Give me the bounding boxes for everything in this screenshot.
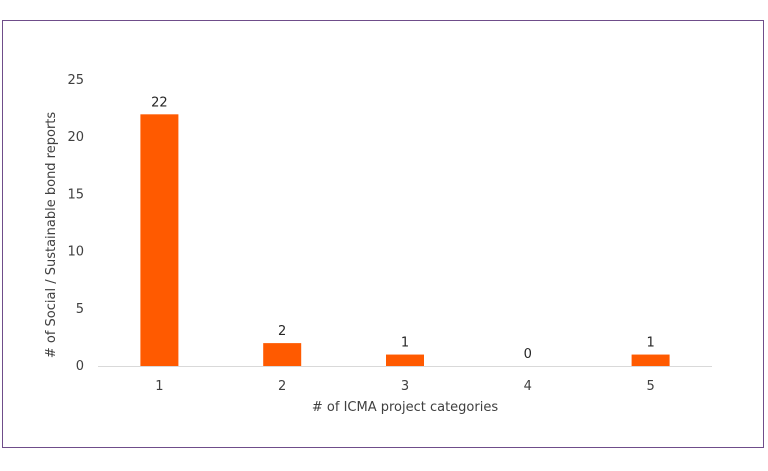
x-tick-label: 3 <box>401 379 409 394</box>
x-axis-title: # of ICMA project categories <box>312 400 498 415</box>
data-label: 22 <box>151 95 168 110</box>
y-axis-ticks: 0 5 10 15 20 25 <box>67 73 84 374</box>
x-axis-ticks: 1 2 3 4 5 <box>155 379 654 394</box>
bar-5 <box>631 354 670 366</box>
data-label: 1 <box>401 336 409 351</box>
data-label: 2 <box>278 324 286 339</box>
bar-1 <box>140 114 179 366</box>
x-tick-label: 2 <box>278 379 286 394</box>
y-tick-label: 5 <box>76 302 84 317</box>
y-tick-label: 0 <box>76 359 84 374</box>
data-label: 1 <box>646 336 654 351</box>
bar-3 <box>386 354 424 366</box>
y-axis-title: # of Social / Sustainable bond reports <box>44 112 59 359</box>
y-tick-label: 10 <box>67 245 84 260</box>
x-tick-label: 1 <box>155 379 163 394</box>
y-tick-label: 15 <box>67 187 84 202</box>
chart-frame <box>2 20 764 448</box>
x-tick-label: 5 <box>646 379 654 394</box>
y-tick-label: 20 <box>67 130 84 145</box>
y-tick-label: 25 <box>67 73 84 88</box>
data-label: 0 <box>524 347 532 362</box>
bar-2 <box>263 343 302 366</box>
bars-group <box>140 114 670 366</box>
x-tick-label: 4 <box>524 379 532 394</box>
